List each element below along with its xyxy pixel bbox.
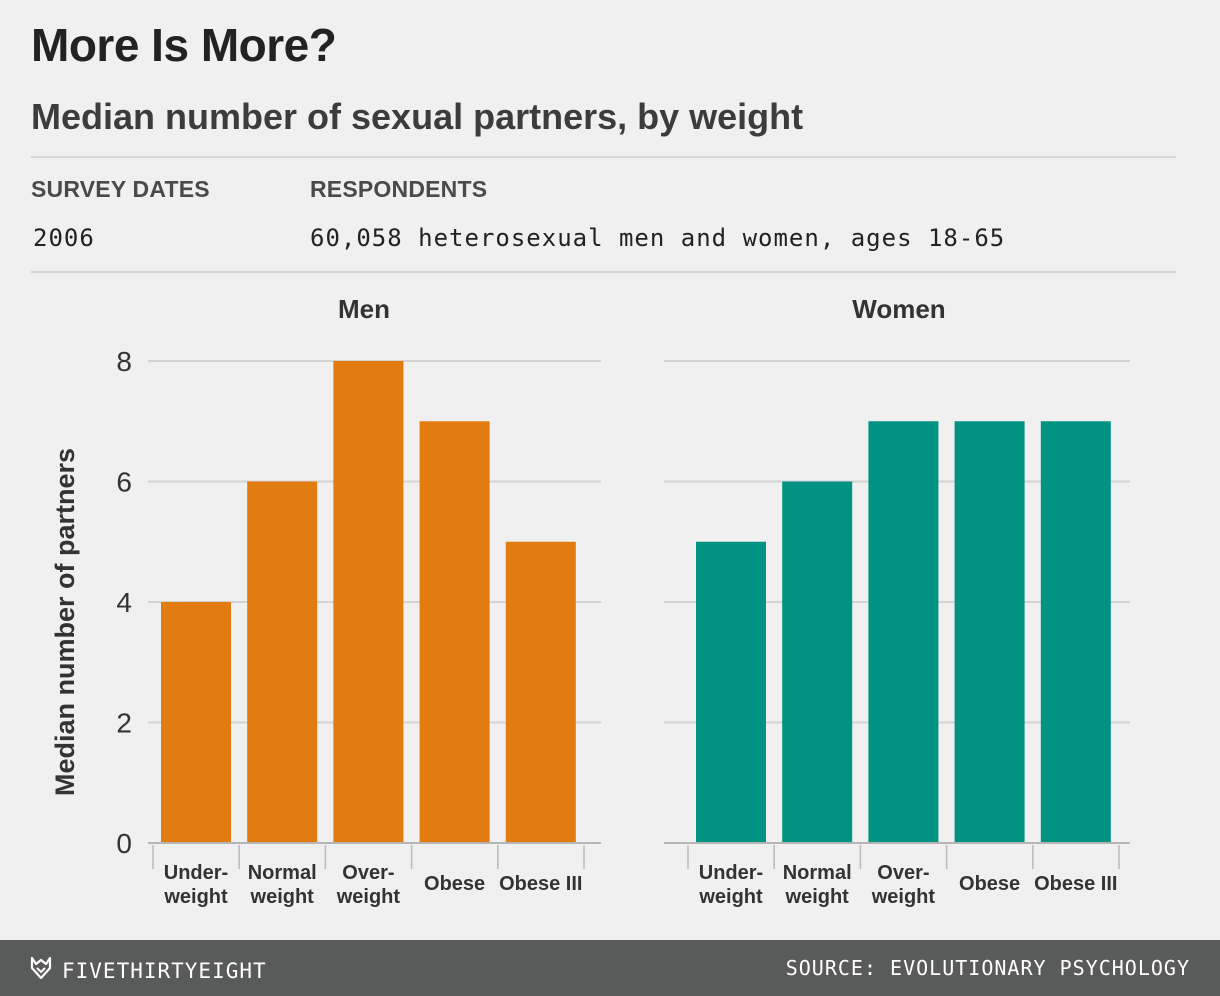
men-bar-3 [419,421,490,843]
men-category-label-4: Obese III [499,873,582,895]
men-bar-2 [333,361,404,843]
chart-subtitle: Median number of sexual partners, by wei… [31,96,804,137]
men-bar-4 [505,541,576,843]
women-category-label-2-line-0: Over- [877,862,929,884]
women-bar-2 [868,421,939,843]
women-category-label-0-line-1: weight [698,886,763,908]
men-y-tick-0: 0 [116,828,132,859]
fox-icon [30,956,52,985]
men-y-tick-4: 4 [116,587,132,618]
women-category-label-0-line-0: Under- [699,862,763,884]
men-category-label-2-line-0: Over- [342,862,394,884]
survey-dates-label: SURVEY DATES [31,176,210,202]
men-category-label-1-line-0: Normal [248,862,317,884]
men-panel-title: Men [338,294,390,324]
men-category-label-0-line-0: Under- [164,862,228,884]
brand-name: FIVETHIRTYEIGHT [62,958,267,983]
y-axis-label: Median number of partners [50,448,80,796]
respondents-value: 60,058 heterosexual men and women, ages … [310,224,1006,252]
brand-logo[interactable]: FIVETHIRTYEIGHT [30,956,267,985]
survey-dates-value: 2006 [33,224,95,252]
men-category-label-3: Obese [424,873,485,895]
women-category-label-2-line-1: weight [871,886,936,908]
bottom-divider [31,271,1176,273]
men-y-tick-6: 6 [116,467,132,498]
women-category-label-1-line-0: Normal [783,862,852,884]
men-y-tick-2: 2 [116,708,132,739]
source-credit: SOURCE: EVOLUTIONARY PSYCHOLOGY [785,956,1190,980]
women-panel-title: Women [852,294,945,324]
women-bar-3 [954,421,1025,843]
footer-bar: FIVETHIRTYEIGHT SOURCE: EVOLUTIONARY PSY… [0,940,1220,996]
men-category-label-1-line-1: weight [250,886,315,908]
chart-title: More Is More? [31,19,337,71]
men-y-tick-8: 8 [116,346,132,377]
women-category-label-4: Obese III [1034,873,1117,895]
women-category-label-3: Obese [959,873,1020,895]
bar-chart-panels: Men02468Under-weightNormalweightOver-wei… [50,294,1130,908]
men-bar-0 [161,602,231,843]
women-bar-1 [782,481,853,843]
women-bar-4 [1040,421,1111,843]
women-bar-0 [696,541,766,843]
respondents-label: RESPONDENTS [310,176,488,202]
men-category-label-2-line-1: weight [336,886,401,908]
men-category-label-0-line-1: weight [163,886,228,908]
top-divider [31,156,1176,158]
women-category-label-1-line-1: weight [785,886,850,908]
men-bar-1 [247,481,318,843]
